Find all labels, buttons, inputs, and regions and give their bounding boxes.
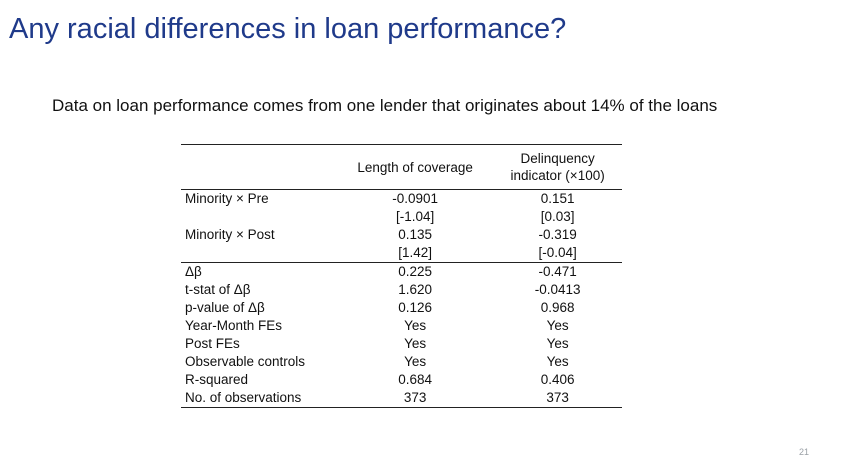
row-label: p-value of Δβ bbox=[185, 300, 265, 315]
cell-length-of-coverage: [1.42] bbox=[398, 245, 433, 260]
cell-length-of-coverage: 0.126 bbox=[398, 300, 433, 315]
row-label: Post FEs bbox=[185, 336, 240, 351]
cell-length-of-coverage: Yes bbox=[404, 318, 427, 333]
table-row-year-month-fes: Year-Month FEs Yes Yes bbox=[181, 317, 622, 335]
cell-length-of-coverage: 1.620 bbox=[398, 282, 433, 297]
row-label: Observable controls bbox=[185, 354, 306, 369]
cell-length-of-coverage: Yes bbox=[404, 336, 427, 351]
row-label: Δβ bbox=[181, 262, 337, 281]
cell-length-of-coverage: 0.135 bbox=[398, 227, 433, 242]
table-row-minority-pre: Minority × Pre -0.0901 0.151 bbox=[181, 190, 622, 209]
cell-length-of-coverage: 0.684 bbox=[398, 372, 433, 387]
page-number: 21 bbox=[799, 447, 810, 457]
cell-delinquency: 0.151 bbox=[540, 191, 575, 206]
table-row-r-squared: R-squared 0.684 0.406 bbox=[181, 371, 622, 389]
cell-delinquency: [-0.04] bbox=[538, 245, 577, 260]
cell-length-of-coverage: Yes bbox=[404, 354, 427, 369]
cell-delinquency: 373 bbox=[493, 389, 622, 408]
cell-length-of-coverage: -0.0901 bbox=[392, 191, 439, 206]
cell-length-of-coverage: 373 bbox=[337, 389, 494, 408]
cell-delinquency: -0.0413 bbox=[534, 282, 581, 297]
row-label: Minority × Post bbox=[185, 227, 275, 242]
table-row-minority-post: Minority × Post 0.135 -0.319 bbox=[181, 226, 622, 244]
cell-delinquency: -0.319 bbox=[538, 227, 577, 242]
table-row-pvalue-delta-beta: p-value of Δβ 0.126 0.968 bbox=[181, 299, 622, 317]
row-label: Minority × Pre bbox=[185, 191, 269, 206]
column-header-length-of-coverage: Length of coverage bbox=[337, 144, 494, 190]
cell-delinquency: -0.471 bbox=[493, 262, 622, 281]
row-label: t-stat of Δβ bbox=[185, 282, 251, 297]
table-row-post-fes: Post FEs Yes Yes bbox=[181, 335, 622, 353]
table-row-observable-controls: Observable controls Yes Yes bbox=[181, 353, 622, 371]
cell-delinquency: Yes bbox=[546, 336, 569, 351]
cell-delinquency: Yes bbox=[546, 354, 569, 369]
regression-table: Length of coverage Delinquency indicator… bbox=[181, 144, 622, 408]
table-row-observations: No. of observations 373 373 bbox=[181, 389, 622, 408]
cell-delinquency: [0.03] bbox=[540, 209, 575, 224]
row-label bbox=[181, 208, 337, 226]
table-row-minority-post-tstat: [1.42] [-0.04] bbox=[181, 244, 622, 263]
column-header-delinquency-line2: indicator (×100) bbox=[510, 168, 605, 183]
table-row-minority-pre-tstat: [-1.04] [0.03] bbox=[181, 208, 622, 226]
column-header-delinquency-line1: Delinquency bbox=[520, 151, 595, 166]
slide-title: Any racial differences in loan performan… bbox=[9, 13, 567, 45]
row-label: No. of observations bbox=[181, 389, 337, 408]
row-label: Year-Month FEs bbox=[185, 318, 283, 333]
row-label: R-squared bbox=[185, 372, 249, 387]
cell-delinquency: Yes bbox=[546, 318, 569, 333]
cell-length-of-coverage: 0.225 bbox=[337, 262, 494, 281]
cell-delinquency: 0.968 bbox=[540, 300, 575, 315]
row-label-header bbox=[181, 144, 337, 190]
table-header-row: Length of coverage Delinquency indicator… bbox=[181, 144, 622, 190]
table-row-delta-beta: Δβ 0.225 -0.471 bbox=[181, 262, 622, 281]
row-label bbox=[181, 244, 337, 263]
cell-length-of-coverage: [-1.04] bbox=[395, 209, 435, 224]
slide-body-text: Data on loan performance comes from one … bbox=[52, 96, 718, 115]
table-row-tstat-delta-beta: t-stat of Δβ 1.620 -0.0413 bbox=[181, 281, 622, 299]
column-header-delinquency: Delinquency indicator (×100) bbox=[493, 144, 622, 190]
cell-delinquency: 0.406 bbox=[540, 372, 575, 387]
